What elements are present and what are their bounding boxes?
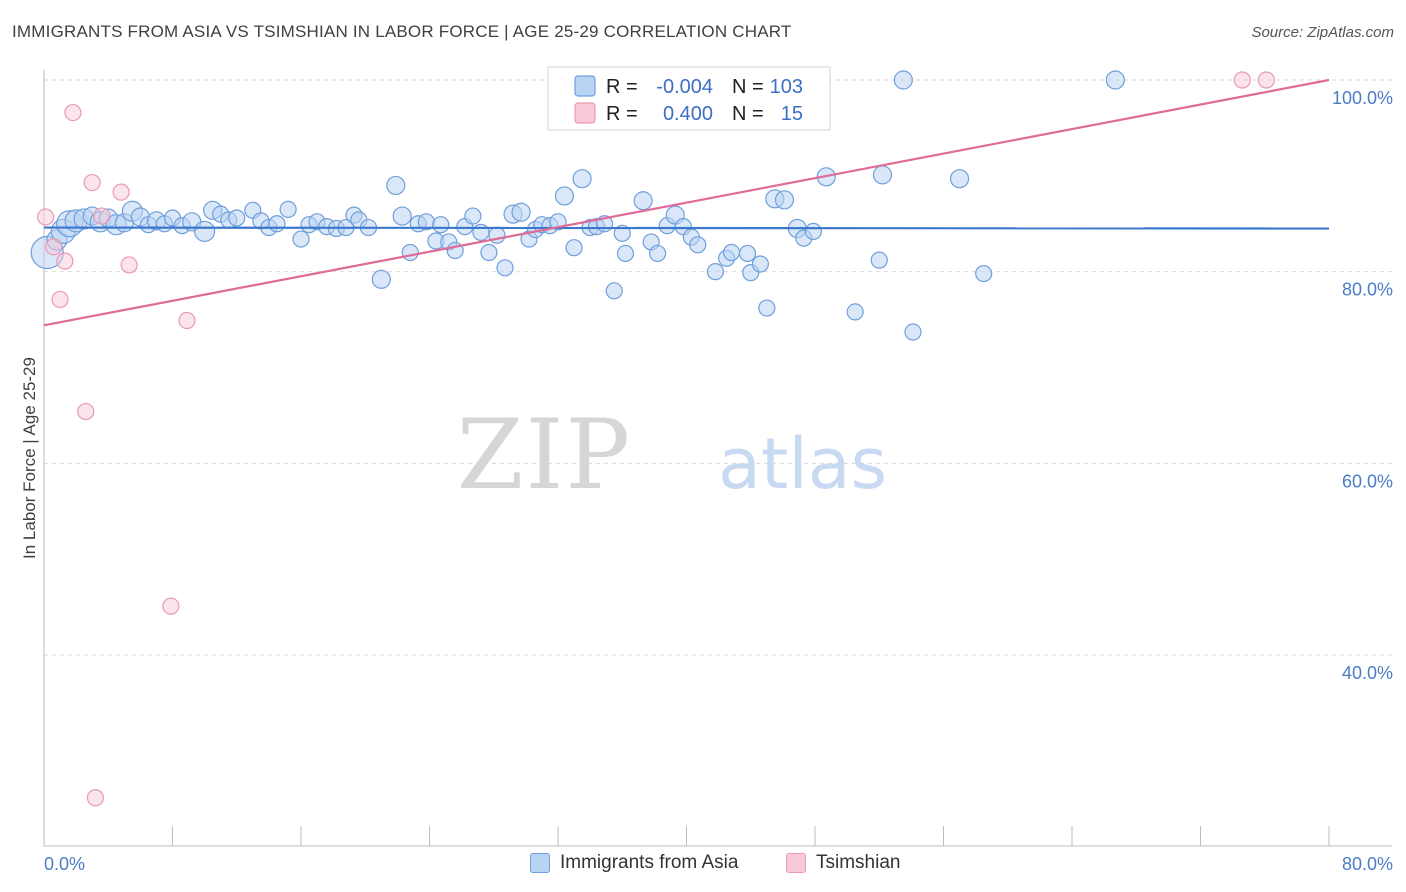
stats-legend-swatch-pink <box>574 102 596 124</box>
asia-point-83 <box>751 255 769 273</box>
legend-swatch-pink <box>786 853 806 873</box>
trend-line-tsimshian <box>43 78 1330 327</box>
tsimshian-point-5 <box>77 402 95 421</box>
asia-point-69 <box>616 244 635 263</box>
asia-point-55 <box>511 202 531 222</box>
tsimshian-point-7 <box>93 207 111 225</box>
tsimshian-point-0 <box>37 208 55 226</box>
tsimshian-point-14 <box>1257 71 1275 89</box>
stats-legend-n-value-pink: 15 <box>781 103 803 125</box>
tsimshian-point-8 <box>112 183 130 201</box>
asia-point-89 <box>804 222 822 241</box>
y-tick-label-3: 40.0% <box>1342 663 1393 683</box>
y-tick-labels: 100.0% 80.0% 60.0% 40.0% <box>1332 88 1393 683</box>
asia-point-39 <box>386 175 406 196</box>
asia-point-50 <box>472 223 490 241</box>
asia-point-97 <box>975 264 993 283</box>
tsimshian-point-12 <box>86 789 105 807</box>
tsimshian-point-11 <box>178 311 196 330</box>
asia-point-40 <box>392 206 412 226</box>
tsimshian-point-4 <box>64 103 82 122</box>
trend-line-asia <box>43 226 1330 230</box>
stats-legend-n-value-blue: 103 <box>770 76 803 98</box>
stats-legend-n-label-pink: N = <box>732 103 764 125</box>
watermark-zip: ZIP <box>457 399 632 511</box>
asia-point-41 <box>401 243 419 262</box>
asia-point-67 <box>605 282 623 300</box>
asia-point-80 <box>722 243 741 262</box>
asia-point-98 <box>1105 70 1125 90</box>
asia-point-53 <box>496 259 514 277</box>
asia-point-81 <box>738 244 757 263</box>
y-axis-label: In Labor Force | Age 25-29 <box>20 357 39 559</box>
tsimshian-point-3 <box>56 252 74 270</box>
source-credit: Source: ZipAtlas.com <box>1251 24 1394 41</box>
stats-legend-n-label-text-blue: N = <box>732 76 764 98</box>
asia-point-62 <box>565 239 583 257</box>
stats-legend-r-label-pink: R = <box>606 103 638 125</box>
asia-point-45 <box>432 216 450 234</box>
x-tick-label-min: 0.0% <box>44 854 85 874</box>
asia-point-91 <box>846 303 864 321</box>
legend-label-immigrants-from-asia: Immigrants from Asia <box>560 852 739 873</box>
asia-point-51 <box>480 243 498 262</box>
tsimshian-point-10 <box>162 597 180 615</box>
tsimshian-point-13 <box>1233 71 1251 89</box>
asia-point-38 <box>371 269 391 289</box>
asia-point-19 <box>194 220 216 243</box>
asia-point-95 <box>904 323 922 341</box>
asia-point-96 <box>949 169 970 189</box>
stats-legend-r-value-blue: -0.004 <box>656 76 713 98</box>
asia-point-49 <box>464 207 482 225</box>
asia-point-92 <box>870 251 888 269</box>
x-ticks <box>43 826 1330 846</box>
asia-point-27 <box>268 215 286 233</box>
asia-point-23 <box>228 209 246 227</box>
asia-point-61 <box>554 186 575 206</box>
tsimshian-point-6 <box>83 173 101 192</box>
bottom-legend: Immigrants from Asia Tsimshian <box>0 852 1406 878</box>
asia-point-70 <box>633 191 653 211</box>
y-tick-label-2: 60.0% <box>1342 471 1393 491</box>
y-tick-label-1: 80.0% <box>1342 280 1393 300</box>
asia-point-72 <box>648 244 667 263</box>
stats-legend-r-label-blue: R = <box>606 76 638 98</box>
series-tsimshian <box>37 71 1275 807</box>
asia-point-86 <box>774 190 795 210</box>
asia-point-78 <box>706 263 725 281</box>
legend-label-tsimshian: Tsimshian <box>816 852 901 873</box>
stats-legend-swatch-blue <box>574 75 596 97</box>
legend-item-tsimshian: Tsimshian <box>786 852 900 874</box>
legend-swatch-blue <box>530 853 550 873</box>
chart-title: IMMIGRANTS FROM ASIA VS TSIMSHIAN IN LAB… <box>12 22 792 41</box>
trend-lines <box>43 78 1330 327</box>
asia-point-28 <box>279 200 297 218</box>
y-tick-label-0: 100.0% <box>1332 88 1393 108</box>
asia-point-93 <box>872 165 893 185</box>
asia-point-29 <box>292 230 310 248</box>
asia-point-84 <box>758 299 776 317</box>
stats-legend-r-value-pink: 0.400 <box>663 103 713 125</box>
stats-legend: R = -0.004 N = 103 R = 0.400 N = 15 <box>547 66 831 131</box>
tsimshian-point-2 <box>51 290 69 309</box>
watermark: ZIP atlas <box>457 399 887 511</box>
asia-point-63 <box>572 169 592 189</box>
legend-item-immigrants-from-asia: Immigrants from Asia <box>530 852 738 874</box>
asia-point-94 <box>893 70 913 90</box>
tsimshian-point-1 <box>45 238 63 256</box>
watermark-atlas: atlas <box>718 423 887 505</box>
gridlines <box>44 79 1392 656</box>
axes <box>43 70 1392 847</box>
asia-point-77 <box>689 236 707 254</box>
tsimshian-point-9 <box>120 256 138 274</box>
asia-point-68 <box>613 224 631 242</box>
x-tick-label-max: 80.0% <box>1342 854 1393 874</box>
